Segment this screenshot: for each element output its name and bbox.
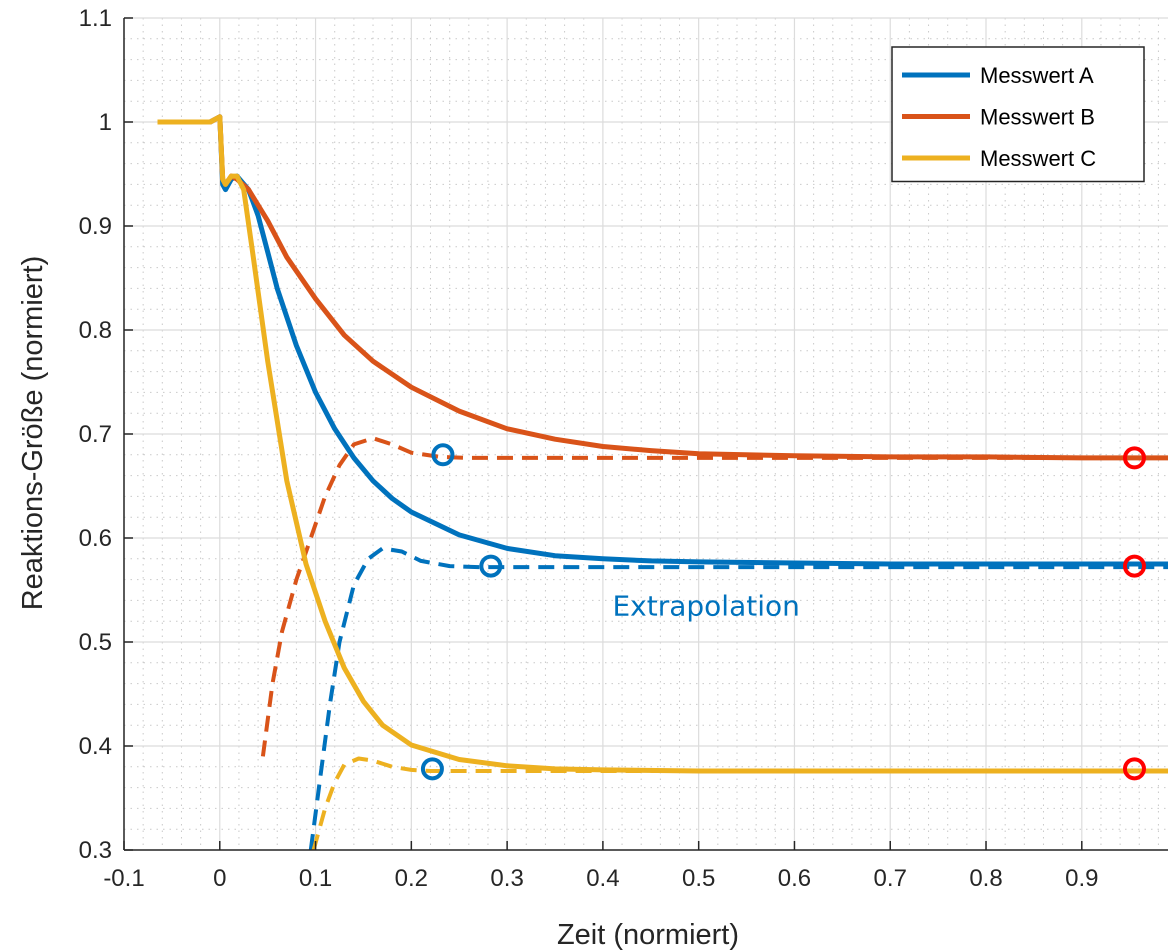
x-tick-label: 0.8	[969, 865, 1002, 892]
y-tick-labels: 0.3 0.4 0.5 0.6 0.7 0.8 0.9 1 1.1	[79, 5, 112, 864]
x-tick-label: 0	[213, 865, 226, 892]
marker-circle	[431, 443, 455, 467]
y-tick-label: 0.6	[79, 525, 112, 552]
series-line-extrapolation	[308, 546, 1168, 851]
y-tick-label: 0.9	[79, 213, 112, 240]
y-tick-label: 0.3	[79, 837, 112, 864]
legend-entry-label: Messwert C	[980, 146, 1096, 171]
x-tick-label: 0.6	[778, 865, 811, 892]
y-axis-label: Reaktions-Größe (normiert)	[17, 256, 49, 611]
y-tick-label: 0.7	[79, 421, 112, 448]
plot-area: Extrapolation	[157, 114, 1168, 851]
x-tick-label: 0.1	[299, 865, 332, 892]
marker-circle	[479, 554, 503, 578]
y-tick-label: 1	[99, 109, 112, 136]
series-line	[157, 114, 1168, 567]
x-tick-label: 0.9	[1065, 865, 1098, 892]
x-tick-labels: -0.1 0 0.1 0.2 0.3 0.4 0.5 0.6 0.7 0.8 0.9	[103, 865, 1098, 892]
x-axis-label: Zeit (normiert)	[557, 919, 739, 951]
marker-circle	[1122, 757, 1146, 781]
legend-entry-label: Messwert A	[980, 63, 1094, 88]
legend-entry-label: Messwert B	[980, 105, 1095, 130]
x-tick-label: 0.5	[682, 865, 715, 892]
marker-circle	[1122, 446, 1146, 470]
y-tick-label: 0.5	[79, 629, 112, 656]
y-tick-label: 1.1	[79, 5, 112, 32]
x-tick-label: -0.1	[103, 865, 144, 892]
y-tick-label: 0.4	[79, 733, 112, 760]
marker-circle	[1122, 554, 1146, 578]
x-tick-label: 0.3	[490, 865, 523, 892]
series-line	[157, 114, 1168, 774]
axes	[123, 17, 1168, 851]
legend: Messwert A Messwert B Messwert C	[891, 46, 1145, 183]
x-tick-label: 0.2	[395, 865, 428, 892]
marker-circle	[420, 757, 444, 781]
x-tick-label: 0.4	[586, 865, 619, 892]
annotation-text: Extrapolation	[612, 590, 799, 623]
x-tick-label: 0.7	[874, 865, 907, 892]
y-tick-label: 0.8	[79, 317, 112, 344]
